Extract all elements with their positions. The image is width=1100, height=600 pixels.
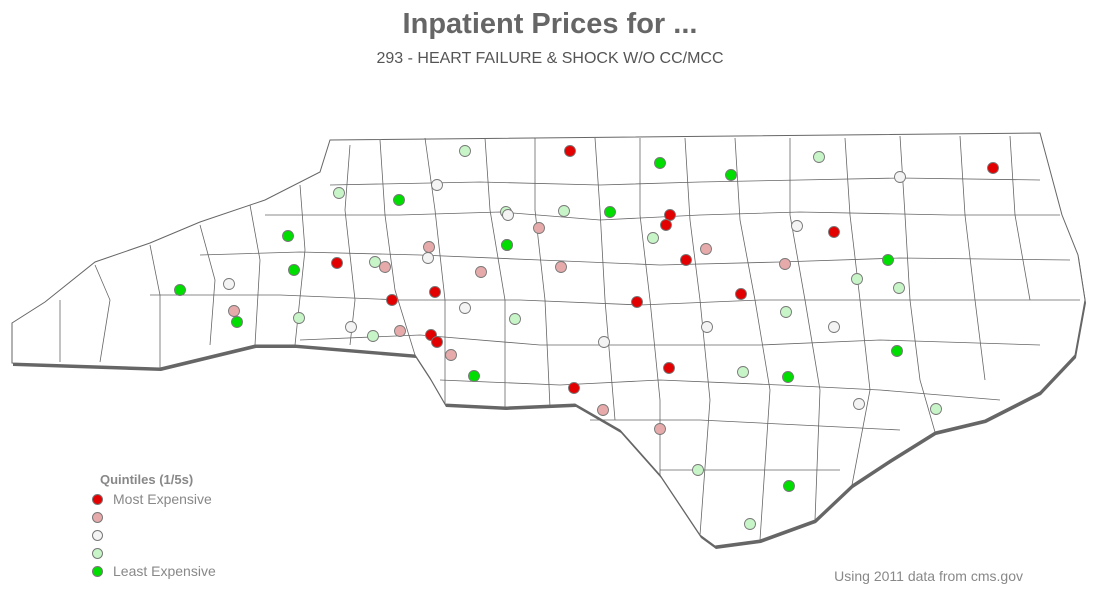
hospital-marker-q3 (853, 398, 865, 410)
hospital-marker-q1 (680, 254, 692, 266)
hospital-marker-q4 (780, 306, 792, 318)
hospital-marker-q4 (893, 282, 905, 294)
hospital-marker-q3 (431, 179, 443, 191)
hospital-marker-q1 (568, 382, 580, 394)
hospital-marker-q3 (422, 252, 434, 264)
legend-item-q3 (92, 526, 216, 544)
hospital-marker-q1 (987, 162, 999, 174)
hospital-marker-q5 (783, 480, 795, 492)
hospital-marker-q1 (828, 226, 840, 238)
hospital-marker-q5 (604, 206, 616, 218)
hospital-marker-q1 (735, 288, 747, 300)
hospital-marker-q5 (654, 157, 666, 169)
legend-dot-q2 (92, 511, 103, 523)
hospital-marker-q3 (459, 302, 471, 314)
hospital-marker-q1 (663, 362, 675, 374)
hospital-marker-q5 (288, 264, 300, 276)
hospital-marker-q1 (660, 219, 672, 231)
hospital-marker-q4 (692, 464, 704, 476)
hospital-marker-q4 (293, 312, 305, 324)
hospital-marker-q4 (744, 518, 756, 530)
hospital-marker-q3 (701, 321, 713, 333)
legend-dot-q4 (92, 547, 103, 559)
hospital-marker-q2 (533, 222, 545, 234)
legend-dot-q3 (92, 529, 103, 541)
hospital-marker-q1 (429, 286, 441, 298)
hospital-marker-q3 (828, 321, 840, 333)
state-outline (11, 132, 1086, 547)
legend-item-q2 (92, 508, 216, 526)
hospital-marker-q2 (597, 404, 609, 416)
hospital-marker-q3 (598, 336, 610, 348)
hospital-marker-q4 (813, 151, 825, 163)
hospital-marker-q1 (664, 209, 676, 221)
map-subtitle: 293 - HEART FAILURE & SHOCK W/O CC/MCC (376, 50, 724, 67)
hospital-marker-q5 (725, 169, 737, 181)
source-note: Using 2011 data from cms.gov (834, 568, 1023, 584)
hospital-marker-q2 (228, 305, 240, 317)
hospital-marker-q1 (564, 145, 576, 157)
hospital-marker-q4 (369, 256, 381, 268)
legend-title: Quintiles (1/5s) (100, 472, 194, 487)
legend-label-q1: Most Expensive (113, 491, 212, 507)
hospital-marker-q2 (394, 325, 406, 337)
hospital-marker-q4 (851, 273, 863, 285)
hospital-marker-q4 (558, 205, 570, 217)
hospital-marker-q1 (331, 257, 343, 269)
hospital-marker-q1 (431, 336, 443, 348)
hospital-marker-q4 (333, 187, 345, 199)
hospital-marker-q3 (791, 220, 803, 232)
hospital-marker-q3 (502, 209, 514, 221)
hospital-marker-q5 (468, 370, 480, 382)
hospital-marker-q2 (654, 423, 666, 435)
hospital-marker-q2 (700, 243, 712, 255)
hospital-markers (174, 145, 999, 530)
hospital-marker-q5 (501, 239, 513, 251)
legend-item-most-expensive: Most Expensive (92, 490, 216, 508)
hospital-marker-q5 (882, 254, 894, 266)
hospital-marker-q5 (891, 345, 903, 357)
county-boundaries (59, 135, 1080, 541)
hospital-marker-q2 (779, 258, 791, 270)
hospital-marker-q5 (282, 230, 294, 242)
map-title: Inpatient Prices for ... (402, 8, 698, 40)
hospital-marker-q2 (423, 241, 435, 253)
hospital-marker-q4 (509, 313, 521, 325)
hospital-marker-q5 (174, 284, 186, 296)
hospital-marker-q4 (647, 232, 659, 244)
hospital-marker-q1 (631, 296, 643, 308)
legend-item-q4 (92, 544, 216, 562)
hospital-marker-q4 (367, 330, 379, 342)
hospital-marker-q2 (475, 266, 487, 278)
hospital-marker-q1 (386, 294, 398, 306)
hospital-marker-q2 (555, 261, 567, 273)
legend-dot-q5 (92, 565, 103, 577)
legend-label-q5: Least Expensive (113, 563, 216, 579)
hospital-marker-q5 (393, 194, 405, 206)
legend-dot-q1 (92, 493, 103, 505)
hospital-marker-q4 (459, 145, 471, 157)
hospital-marker-q5 (231, 316, 243, 328)
hospital-marker-q3 (223, 278, 235, 290)
hospital-marker-q5 (782, 371, 794, 383)
hospital-marker-q3 (345, 321, 357, 333)
hospital-marker-q3 (894, 171, 906, 183)
hospital-marker-q2 (379, 261, 391, 273)
legend: Quintiles (1/5s) Most Expensive Least Ex… (92, 472, 216, 580)
legend-item-least-expensive: Least Expensive (92, 562, 216, 580)
hospital-marker-q4 (930, 403, 942, 415)
hospital-marker-q4 (737, 366, 749, 378)
hospital-marker-q2 (445, 349, 457, 361)
